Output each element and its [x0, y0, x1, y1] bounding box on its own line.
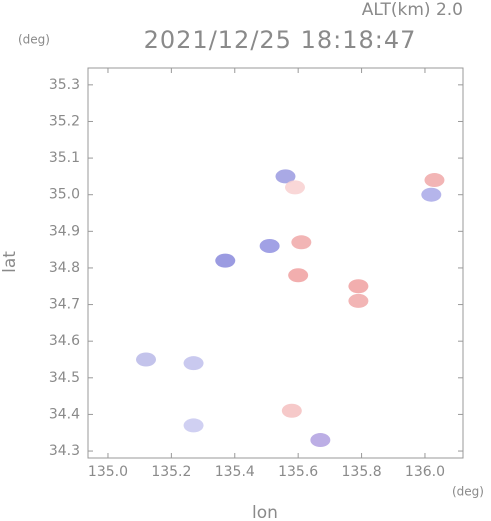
x-tick-label: 135.8: [342, 464, 382, 480]
y-tick-label: 35.3: [49, 77, 80, 93]
echo: [424, 173, 445, 188]
y-tick-label: 34.5: [49, 370, 80, 386]
y-tick-label: 35.2: [49, 113, 80, 129]
x-tick-label: 135.4: [215, 464, 255, 480]
chart-title: 2021/12/25 18:18:47: [144, 26, 417, 54]
x-tick-label: 135.2: [151, 464, 191, 480]
echo: [310, 433, 331, 448]
echo: [183, 418, 204, 433]
y-tick-label: 34.3: [49, 443, 80, 459]
y-tick-label: 34.8: [49, 260, 80, 276]
echo: [183, 356, 204, 371]
echo: [348, 293, 369, 308]
y-tick-label: 35.0: [49, 187, 80, 203]
x-tick-label: 135.0: [88, 464, 128, 480]
echo: [281, 403, 302, 418]
y-tick-label: 35.1: [49, 150, 80, 166]
y-axis-label: lat: [0, 251, 20, 273]
x-axis-label: lon: [252, 503, 278, 521]
echo: [288, 268, 309, 283]
x-tick-label: 135.6: [278, 464, 318, 480]
echo: [136, 352, 157, 367]
x-unit: (deg): [452, 485, 484, 499]
y-tick-label: 34.6: [49, 333, 80, 349]
plot-frame: [87, 67, 464, 459]
echo: [259, 238, 280, 253]
y-tick-label: 34.4: [49, 406, 80, 422]
echo: [348, 279, 369, 294]
y-tick-label: 34.9: [49, 223, 80, 239]
echo: [275, 169, 296, 184]
echo: [284, 180, 305, 195]
echo: [291, 235, 312, 250]
y-unit: (deg): [18, 33, 50, 47]
x-tick-label: 136.0: [405, 464, 445, 480]
echo: [215, 253, 236, 268]
echo: [421, 187, 442, 202]
y-tick-label: 34.7: [49, 297, 80, 313]
altitude-label: ALT(km) 2.0: [362, 0, 463, 20]
